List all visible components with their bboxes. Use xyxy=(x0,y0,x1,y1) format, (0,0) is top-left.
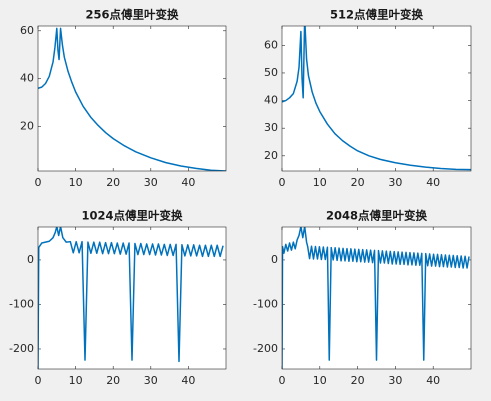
x-tick-label: 30 xyxy=(388,176,402,189)
x-tick-label: 0 xyxy=(35,176,42,189)
axes-box xyxy=(37,226,227,370)
data-line xyxy=(282,26,471,171)
y-tick-label: 20 xyxy=(20,120,34,133)
y-tick-label: 40 xyxy=(20,72,34,85)
x-tick-label: 10 xyxy=(69,176,83,189)
y-tick-label: 60 xyxy=(20,24,34,37)
axes-box xyxy=(37,25,227,172)
x-tick-label: 10 xyxy=(313,176,327,189)
y-tick-label: -200 xyxy=(253,342,278,355)
y-tick-label: 50 xyxy=(264,66,278,79)
x-tick-label: 20 xyxy=(351,374,365,387)
x-tick-label: 40 xyxy=(426,176,440,189)
y-tick-label: 0 xyxy=(27,253,34,266)
x-tick-label: 0 xyxy=(279,176,286,189)
x-tick-label: 30 xyxy=(388,374,402,387)
axes-box xyxy=(281,226,472,370)
y-tick-label: 20 xyxy=(264,149,278,162)
x-tick-label: 0 xyxy=(279,374,286,387)
x-tick-label: 40 xyxy=(426,374,440,387)
data-line xyxy=(38,27,226,171)
y-tick-label: -100 xyxy=(9,297,34,310)
subplot: 1024点傅里叶变换 0 10 20 30 40 -200 -100 0 xyxy=(9,209,227,387)
subplot-title: 2048点傅里叶变换 xyxy=(326,209,428,223)
y-tick-label: 40 xyxy=(264,94,278,107)
y-tick-label: 60 xyxy=(264,38,278,51)
axes-background xyxy=(38,26,226,171)
x-tick-label: 20 xyxy=(351,176,365,189)
x-tick-label: 40 xyxy=(181,374,195,387)
y-tick-label: -100 xyxy=(253,297,278,310)
x-tick-label: 10 xyxy=(69,374,83,387)
subplot-title: 512点傅里叶变换 xyxy=(330,8,424,22)
x-tick-label: 0 xyxy=(35,374,42,387)
subplot: 512点傅里叶变换 0 10 20 30 40 20 30 40 50 60 xyxy=(264,8,472,189)
x-tick-label: 30 xyxy=(144,374,158,387)
axes-box xyxy=(281,25,472,172)
x-tick-label: 20 xyxy=(106,374,120,387)
x-tick-label: 40 xyxy=(181,176,195,189)
axes-background xyxy=(282,26,471,171)
y-tick-label: 0 xyxy=(271,253,278,266)
data-line xyxy=(282,227,470,369)
subplot-title: 1024点傅里叶变换 xyxy=(81,209,183,223)
subplot: 256点傅里叶变换 0 10 20 30 40 20 40 60 xyxy=(20,8,227,189)
x-tick-label: 30 xyxy=(144,176,158,189)
subplot-title: 256点傅里叶变换 xyxy=(85,8,179,22)
y-tick-label: -200 xyxy=(9,342,34,355)
y-tick-label: 30 xyxy=(264,121,278,134)
x-tick-label: 10 xyxy=(313,374,327,387)
data-line xyxy=(38,227,224,369)
subplot: 2048点傅里叶变换 0 10 20 30 40 -200 -100 0 xyxy=(253,209,472,387)
x-tick-label: 20 xyxy=(106,176,120,189)
